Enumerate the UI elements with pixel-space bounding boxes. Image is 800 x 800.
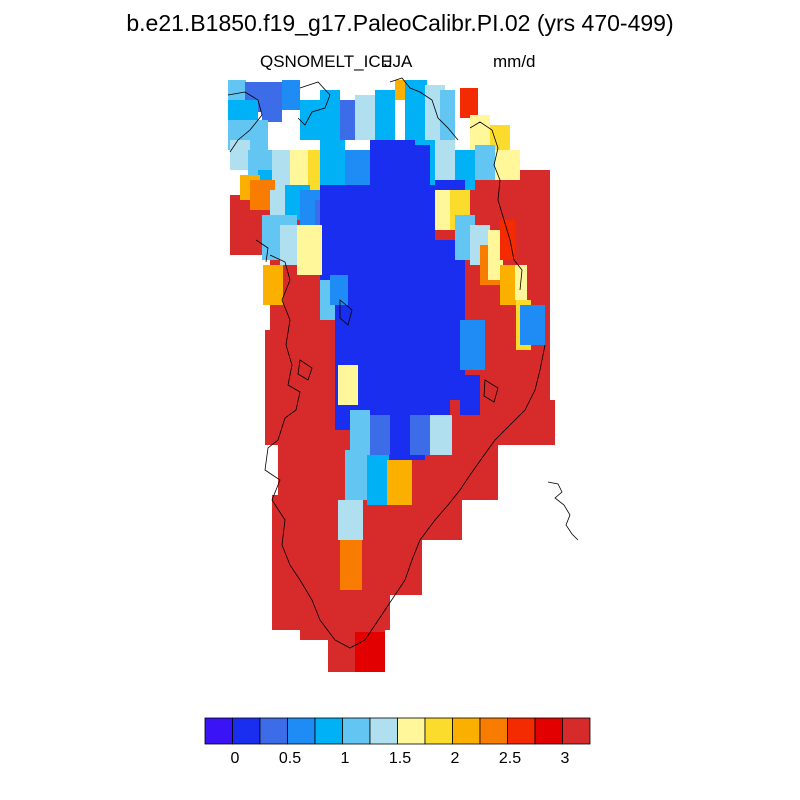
colorbar-tick-label: 1.5 [388, 750, 412, 767]
map-cell [440, 90, 455, 140]
colorbar-swatch [562, 717, 591, 745]
colorbar-swatch [424, 717, 453, 745]
map-cell [430, 415, 452, 455]
map-cell [330, 275, 348, 305]
map-title: b.e21.B1850.f19_g17.PaleoCalibr.PI.02 (y… [126, 10, 674, 36]
colorbar-tick-label: 3 [560, 750, 570, 767]
map-cell [345, 450, 367, 500]
map-cell [350, 410, 370, 455]
map-cell [338, 500, 363, 540]
colorbar-tick-label: 1 [340, 750, 350, 767]
map-cell [282, 80, 300, 110]
colorbar-tick-label: 2 [450, 750, 460, 767]
map-cell [475, 145, 495, 180]
map-cell [338, 365, 358, 405]
colorbar-tick-label: 2.5 [498, 750, 522, 767]
map-cell [370, 415, 390, 455]
coastline [227, 77, 579, 649]
map-cell [500, 220, 515, 260]
map-cell [340, 540, 362, 590]
map-cell [367, 455, 389, 505]
colorbar-swatch [342, 717, 371, 745]
map-cell [387, 460, 412, 505]
season-label: JJA [384, 52, 413, 71]
colorbar-swatch [397, 717, 426, 745]
colorbar-swatch [314, 717, 343, 745]
map-cell [460, 320, 485, 370]
map-cell [460, 88, 478, 118]
map-cell [435, 140, 455, 185]
data-cells [228, 80, 555, 672]
colorbar-swatch [369, 717, 398, 745]
map-cell [263, 265, 283, 305]
map-cell [320, 90, 340, 140]
map-cell [520, 305, 545, 345]
units-label: mm/d [493, 52, 536, 71]
map-cell [495, 150, 520, 180]
variable-label: QSNOMELT_ICE [260, 52, 392, 71]
map-cell [230, 140, 250, 170]
colorbar-swatch [507, 717, 536, 745]
colorbar-swatch [479, 717, 508, 745]
map-cell [405, 80, 427, 150]
map-cell [300, 100, 320, 140]
map-cell [435, 190, 453, 230]
map-cell [488, 230, 503, 280]
map-cell [297, 225, 322, 275]
map-cell [385, 145, 430, 445]
colorbar-swatch [232, 717, 261, 745]
map-cell [280, 225, 298, 265]
map-cell [500, 265, 518, 305]
colorbar-swatch [204, 717, 233, 745]
colorbar-swatch [452, 717, 481, 745]
map-cell [390, 420, 410, 460]
map-cell [355, 95, 377, 140]
colorbar [204, 717, 591, 745]
map-cell [460, 375, 480, 415]
map-cell [410, 415, 430, 455]
colorbar-tick-label: 0.5 [278, 750, 302, 767]
colorbar-tick-label: 0 [230, 750, 240, 767]
map-cell [262, 82, 282, 122]
map-cell [375, 90, 395, 150]
colorbar-swatch [259, 717, 288, 745]
colorbar-swatch [534, 717, 563, 745]
colorbar-swatch [287, 717, 316, 745]
map-cell [355, 632, 385, 672]
